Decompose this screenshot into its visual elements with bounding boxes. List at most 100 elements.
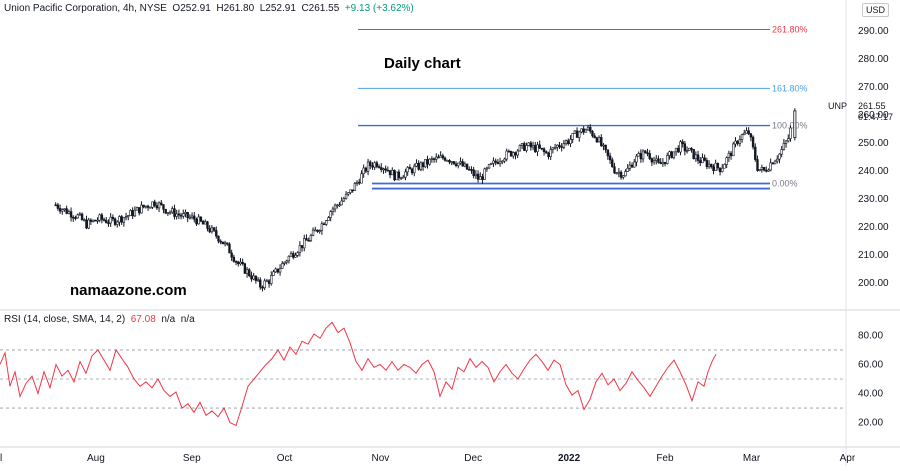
candle-body bbox=[668, 151, 671, 156]
candle-body bbox=[54, 204, 57, 207]
candle-body bbox=[443, 157, 447, 161]
candle-body bbox=[525, 145, 528, 151]
candle-body bbox=[303, 238, 306, 249]
candles-group bbox=[54, 124, 792, 292]
candle-body bbox=[351, 189, 354, 192]
candle-body bbox=[738, 139, 742, 144]
rsi-axis-tick-label: 60.00 bbox=[858, 359, 883, 370]
candle-body bbox=[685, 150, 689, 152]
rsi-axis-tick-label: 20.00 bbox=[858, 418, 883, 429]
candle-body bbox=[637, 153, 640, 157]
time-axis-tick-label: Nov bbox=[372, 453, 390, 464]
candle-body bbox=[333, 204, 337, 210]
candle-body bbox=[151, 201, 154, 208]
candle-body bbox=[78, 213, 82, 216]
candle-body bbox=[281, 263, 284, 269]
candle-body bbox=[349, 189, 352, 193]
candle-body bbox=[157, 202, 161, 209]
rsi-line bbox=[0, 321, 717, 427]
candle-body bbox=[208, 228, 211, 233]
candle-body bbox=[600, 137, 603, 147]
candle-body bbox=[140, 204, 143, 214]
candle-body bbox=[342, 198, 346, 202]
candle-body bbox=[729, 152, 733, 157]
candle-body bbox=[523, 143, 526, 151]
candle-body bbox=[696, 154, 700, 161]
candle-body bbox=[602, 144, 605, 147]
time-axis-tick-label: 2022 bbox=[558, 453, 581, 464]
candle-body bbox=[732, 143, 735, 157]
candle-body bbox=[734, 140, 737, 145]
candle-body bbox=[56, 204, 60, 209]
candle-body bbox=[501, 160, 504, 163]
candle-body bbox=[630, 164, 634, 168]
candle-body bbox=[364, 167, 368, 172]
candle-body bbox=[465, 163, 469, 170]
candle-body bbox=[454, 163, 458, 166]
candle-body bbox=[483, 168, 486, 180]
candle-body bbox=[329, 211, 332, 218]
candle-body bbox=[593, 135, 596, 139]
candle-body bbox=[760, 167, 764, 170]
candle-body bbox=[195, 218, 198, 225]
candle-body bbox=[613, 166, 616, 174]
candle-body bbox=[186, 211, 189, 219]
candle-body bbox=[212, 227, 216, 231]
time-axis-tick-label: Dec bbox=[464, 453, 482, 464]
currency-label[interactable]: USD bbox=[862, 3, 890, 17]
candle-body bbox=[285, 260, 288, 263]
candle-body bbox=[424, 159, 427, 168]
candle-body bbox=[556, 144, 559, 148]
low-value: L252.91 bbox=[259, 3, 296, 14]
candle-body bbox=[635, 155, 638, 163]
candle-body bbox=[672, 151, 676, 159]
candle-body bbox=[578, 131, 581, 138]
candle-body bbox=[83, 219, 86, 222]
candle-body bbox=[388, 170, 392, 176]
candle-body bbox=[166, 212, 170, 214]
candle-body bbox=[287, 255, 291, 262]
candle-body bbox=[461, 161, 464, 167]
candle-body bbox=[551, 147, 555, 150]
candle-body bbox=[131, 210, 134, 217]
candle-body bbox=[223, 242, 227, 245]
candle-body bbox=[536, 144, 539, 153]
candle-body bbox=[89, 219, 93, 222]
candle-body bbox=[459, 161, 462, 164]
candle-body bbox=[219, 240, 222, 243]
candle-body bbox=[153, 201, 156, 206]
candle-body bbox=[305, 238, 308, 241]
candle-body bbox=[646, 152, 649, 155]
candle-body bbox=[714, 162, 717, 171]
candle-body bbox=[353, 183, 357, 192]
candle-body bbox=[754, 146, 757, 160]
candle-body bbox=[507, 150, 511, 153]
candle-body bbox=[124, 216, 128, 218]
candle-body bbox=[415, 162, 418, 167]
watermark-text: namaazone.com bbox=[70, 282, 187, 299]
candle-body bbox=[316, 229, 319, 232]
candle-body bbox=[723, 164, 726, 169]
candle-body bbox=[289, 253, 293, 257]
candle-body bbox=[450, 161, 453, 163]
candle-body bbox=[677, 147, 680, 153]
candle-body bbox=[468, 168, 471, 171]
price-axis-tick-label: 200.00 bbox=[858, 278, 889, 289]
candle-body bbox=[573, 130, 577, 134]
time-axis-tick-label: Aug bbox=[87, 453, 105, 464]
candle-body bbox=[681, 141, 684, 145]
candle-body bbox=[712, 166, 715, 171]
candle-body bbox=[272, 271, 275, 276]
rsi-header: RSI (14, close, SMA, 14, 2) 67.08 n/a n/… bbox=[4, 314, 195, 325]
candle-body bbox=[360, 173, 363, 184]
high-value: H261.80 bbox=[216, 3, 255, 14]
candle-body bbox=[683, 143, 687, 152]
candle-body bbox=[395, 171, 398, 181]
candle-body bbox=[699, 160, 702, 164]
candle-body bbox=[292, 253, 295, 258]
candle-body bbox=[144, 205, 148, 208]
candle-body bbox=[534, 144, 537, 153]
candle-body bbox=[296, 252, 299, 256]
change-value: +9.13 (+3.62%) bbox=[344, 3, 414, 14]
candle-body bbox=[122, 217, 126, 223]
